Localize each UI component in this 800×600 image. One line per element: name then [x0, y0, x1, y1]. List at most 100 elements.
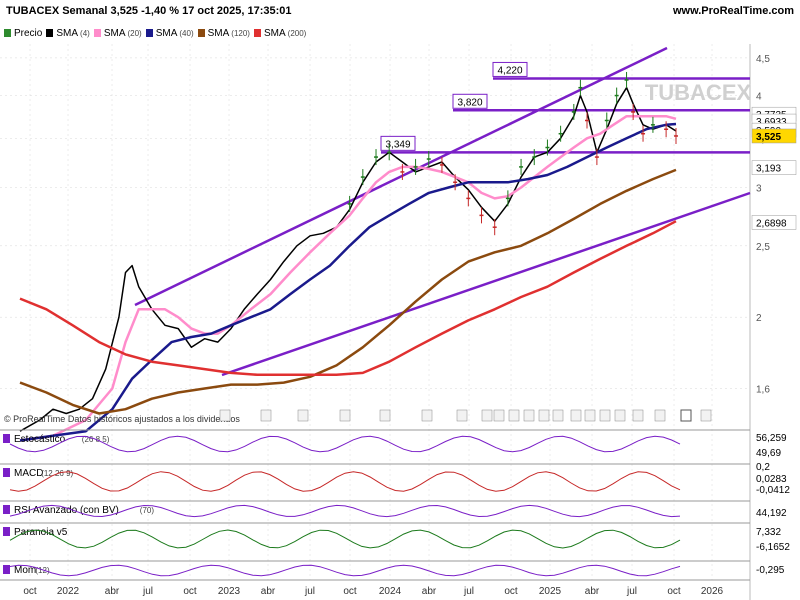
x-tick-label: abr: [422, 586, 437, 597]
right-label-box: [751, 215, 797, 230]
pane-line: [9, 435, 681, 453]
event-marker: [614, 409, 626, 422]
x-tick-label: jul: [626, 586, 637, 597]
pane-line: [9, 529, 681, 549]
pane-icon: [3, 434, 10, 443]
x-tick-label: oct: [183, 586, 197, 597]
y-tick-label: 1,6: [756, 385, 770, 396]
y-tick-label: 2: [756, 313, 762, 324]
pane-value: 0,0283: [756, 474, 787, 485]
event-marker: [584, 409, 596, 422]
pane-title: MACD: [14, 468, 43, 479]
x-tick-label: oct: [504, 586, 518, 597]
channel-upper-line: [134, 46, 668, 307]
pane-icon: [3, 505, 10, 514]
right-label: 3,525: [756, 132, 781, 143]
attribution-note: © ProRealTime Datos históricos ajustados…: [4, 414, 240, 424]
pane-line: [9, 564, 681, 577]
event-marker: [654, 409, 666, 422]
legend-swatch-sma4: [46, 29, 54, 37]
event-marker: [219, 409, 231, 422]
legend-item-sma4[interactable]: SMA (4): [46, 28, 90, 39]
pane-value: -0,0412: [756, 485, 790, 496]
pane-line: [9, 471, 681, 492]
event-marker: [632, 409, 644, 422]
legend-item-sma20[interactable]: SMA (20): [93, 27, 142, 39]
pane-value: 49,69: [756, 448, 781, 459]
level-label: 3,349: [385, 139, 410, 150]
x-tick-label: abr: [261, 586, 276, 597]
y-tick-label: 2,5: [756, 242, 770, 253]
legend-swatch-price: [4, 29, 11, 37]
legend: Precio SMA (4) SMA (20) SMA (40) SMA (12…: [0, 25, 306, 41]
level-label: 4,220: [497, 65, 522, 76]
series-line-1: [19, 86, 677, 432]
series-line-5: [19, 220, 677, 377]
legend-label-sma20: SMA: [103, 27, 126, 39]
y-tick-label: 3: [756, 184, 762, 195]
event-marker: [538, 409, 550, 422]
legend-item-price[interactable]: Precio: [4, 28, 42, 39]
legend-params-sma40: (40): [179, 28, 194, 38]
site-link[interactable]: www.ProRealTime.com: [672, 5, 794, 17]
pane-value: 7,332: [756, 527, 781, 538]
x-tick-label: jul: [463, 586, 474, 597]
event-marker: [481, 409, 493, 422]
channel-lower-line: [221, 191, 751, 377]
legend-swatch-sma20: [93, 29, 101, 37]
legend-swatch-sma120: [197, 29, 205, 37]
x-tick-label: 2026: [701, 586, 724, 597]
event-marker: [523, 409, 535, 422]
pane-title: Paranoia v5: [14, 527, 68, 538]
x-tick-label: jul: [142, 586, 153, 597]
pane-value: 0,2: [756, 462, 770, 473]
event-marker: [297, 409, 309, 422]
legend-params-sma120: (120): [231, 28, 250, 38]
legend-swatch-sma200: [253, 29, 261, 37]
pane-value: -6,1652: [756, 542, 790, 553]
pane-value: -0,295: [756, 565, 785, 576]
legend-label-sma200: SMA: [263, 27, 286, 39]
pane-line: [9, 504, 681, 518]
info-marker: [680, 409, 692, 422]
legend-item-sma120[interactable]: SMA (120): [197, 28, 250, 39]
pane-value: 44,192: [756, 508, 787, 519]
legend-params-sma20: (20): [127, 28, 142, 38]
chart-title: TUBACEX Semanal 3,525 -1,40 % 17 oct 202…: [6, 5, 292, 17]
right-label-box: [751, 128, 797, 144]
level-label: 3,820: [457, 97, 482, 108]
pane-title: Mom: [14, 565, 36, 576]
event-marker: [599, 409, 611, 422]
event-marker: [570, 409, 582, 422]
legend-item-sma40[interactable]: SMA (40): [145, 27, 194, 39]
x-tick-label: 2022: [57, 586, 80, 597]
legend-params-sma4: (4): [80, 28, 90, 38]
y-tick-label: 4: [756, 92, 762, 103]
x-tick-label: 2023: [218, 586, 241, 597]
pane-value: 56,259: [756, 433, 787, 444]
legend-label-sma40: SMA: [155, 27, 178, 39]
x-tick-label: oct: [667, 586, 681, 597]
x-tick-label: jul: [304, 586, 315, 597]
pane-title: Estocástico: [14, 434, 66, 445]
event-marker: [493, 409, 505, 422]
legend-label-price: Precio: [14, 27, 43, 39]
right-label: 3,6933: [756, 117, 787, 128]
legend-params-sma200: (200): [287, 28, 307, 38]
legend-item-sma200[interactable]: SMA (200): [253, 27, 307, 39]
event-marker: [260, 409, 272, 422]
pane-params: (70): [140, 506, 155, 515]
pane-icon: [3, 565, 10, 574]
right-label: 3,193: [756, 164, 781, 175]
watermark: TUBACEX: [645, 80, 752, 105]
pane-icon: [3, 468, 10, 477]
event-marker: [508, 409, 520, 422]
event-marker: [700, 409, 712, 422]
pane-title: RSI Avanzado (con BV): [14, 505, 119, 516]
x-tick-label: oct: [343, 586, 357, 597]
event-marker: [339, 409, 351, 422]
x-tick-label: abr: [105, 586, 120, 597]
x-tick-label: oct: [23, 586, 37, 597]
pane-params: (12): [35, 566, 50, 575]
